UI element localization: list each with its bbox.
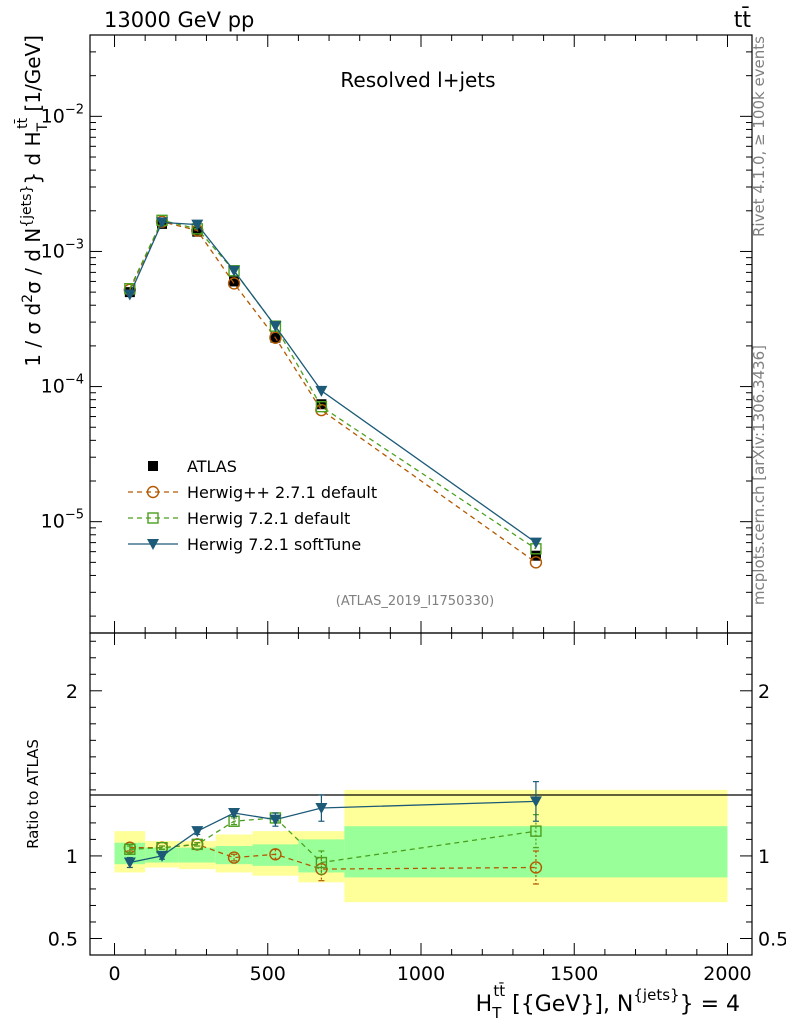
main-series-point — [269, 321, 282, 333]
process-label: tt̄ — [734, 7, 752, 33]
atlas-data-point — [192, 226, 203, 237]
main-y-tick-label: 10−5 — [41, 508, 84, 533]
ratio-series-point — [529, 796, 542, 808]
ratio-y-tick-label-right: 0.5 — [758, 928, 786, 950]
main-series-point — [529, 556, 543, 569]
x-tick-label: 0 — [108, 963, 120, 985]
atlas-data-point — [530, 550, 541, 561]
main-y-tick-label: 10−4 — [41, 373, 84, 398]
ratio-y-tick-label-right: 2 — [758, 681, 770, 703]
ratio-series-point — [156, 850, 169, 862]
legend-marker — [147, 539, 159, 550]
ratio-series-point — [529, 861, 543, 874]
ratio-y-axis-label: Ratio to ATLAS — [24, 739, 42, 849]
legend-marker — [147, 512, 159, 524]
ratio-series-point — [530, 825, 542, 837]
ratio-y-tick-label: 1 — [66, 846, 78, 868]
main-series-point — [123, 289, 136, 301]
legend-label: Herwig 7.2.1 softTune — [187, 535, 361, 554]
main-series-point — [315, 400, 328, 413]
ratio-series-point — [123, 857, 136, 869]
x-tick-label: 1500 — [550, 963, 598, 985]
main-y-tick-label: 10−3 — [41, 237, 84, 262]
ratio-series-point — [315, 856, 328, 869]
main-series-point — [315, 385, 328, 397]
energy-label: 13000 GeV pp — [104, 8, 254, 32]
ratio-frame — [89, 632, 753, 956]
main-series-point — [191, 219, 204, 231]
ratio-y-tick-label-right: 1 — [758, 846, 770, 868]
main-series-point — [269, 331, 282, 344]
main-panel: 10−510−410−310−2 — [41, 34, 753, 634]
x-tick-label: 2000 — [703, 963, 751, 985]
legend-label: ATLAS — [187, 457, 237, 476]
legend: ATLAS Herwig++ 2.7.1 default Herwig 7.2.1 … — [128, 457, 377, 554]
main-series-point — [227, 277, 241, 290]
x-tick-label: 500 — [250, 963, 286, 985]
ratio-series-point — [269, 848, 282, 861]
mcplots-label: mcplots.cern.ch [arXiv:1306.3436] — [750, 345, 768, 605]
ratio-band-inner — [178, 847, 216, 863]
ratio-series-point — [191, 838, 203, 851]
ratio-series-point — [228, 807, 241, 819]
ratio-series-point — [191, 826, 204, 838]
ratio-series-point — [124, 843, 136, 856]
legend-marker — [146, 485, 160, 499]
panel-title: Resolved l+jets — [340, 68, 495, 92]
rivet-label: Rivet 4.1.0, ≥ 100k events — [750, 36, 768, 237]
ratio-y-tick-label: 2 — [66, 681, 78, 703]
main-series-point — [156, 217, 169, 229]
ratio-series-point — [315, 803, 328, 815]
analysis-watermark: (ATLAS_2019_I1750330) — [336, 594, 494, 609]
main-series-point — [228, 265, 241, 277]
ratio-series-point — [269, 814, 282, 826]
ratio-series-line — [129, 817, 536, 864]
legend-label: Herwig++ 2.7.1 default — [187, 483, 377, 502]
ratio-series-point — [227, 851, 241, 864]
main-y-axis-label: 1 / σ d2σ / d N{jets}} d HTtt̄ [1/GeV] — [13, 35, 51, 367]
legend-marker — [148, 461, 158, 471]
x-axis-label: HTtt̄ [{GeV}], N{jets}} = 4 — [476, 981, 740, 1022]
ratio-panel: 0.5 0.5 1 1 2 2 0 500 1000 1500 2000 — [48, 632, 786, 985]
atlas-data-point — [229, 276, 240, 287]
main-series-point — [529, 537, 542, 549]
x-tick-label: 1000 — [397, 963, 445, 985]
legend-label: Herwig 7.2.1 default — [187, 509, 350, 528]
ratio-y-tick-label: 0.5 — [48, 928, 78, 950]
